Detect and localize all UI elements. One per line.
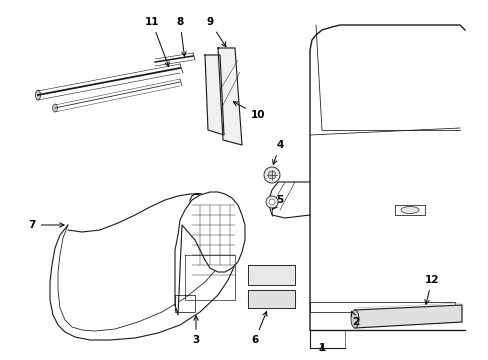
Ellipse shape — [400, 207, 418, 213]
Ellipse shape — [36, 90, 41, 100]
Text: 5: 5 — [271, 195, 283, 210]
Ellipse shape — [52, 104, 58, 112]
Polygon shape — [218, 48, 242, 145]
Text: 9: 9 — [206, 17, 225, 47]
Text: 12: 12 — [424, 275, 438, 304]
Polygon shape — [204, 55, 224, 135]
Text: 10: 10 — [233, 102, 264, 120]
Polygon shape — [354, 305, 461, 328]
Text: 11: 11 — [144, 17, 169, 66]
Polygon shape — [247, 290, 294, 308]
Circle shape — [264, 167, 280, 183]
Polygon shape — [247, 265, 294, 285]
Text: 3: 3 — [192, 316, 199, 345]
Circle shape — [265, 196, 278, 208]
Ellipse shape — [350, 310, 358, 328]
Text: 7: 7 — [28, 220, 64, 230]
Text: 6: 6 — [251, 311, 266, 345]
Text: 2: 2 — [350, 311, 359, 327]
Text: 4: 4 — [272, 140, 283, 165]
Text: 1: 1 — [318, 343, 325, 353]
Circle shape — [267, 171, 275, 179]
Text: 8: 8 — [176, 17, 186, 56]
Polygon shape — [175, 192, 244, 315]
Circle shape — [268, 199, 274, 205]
